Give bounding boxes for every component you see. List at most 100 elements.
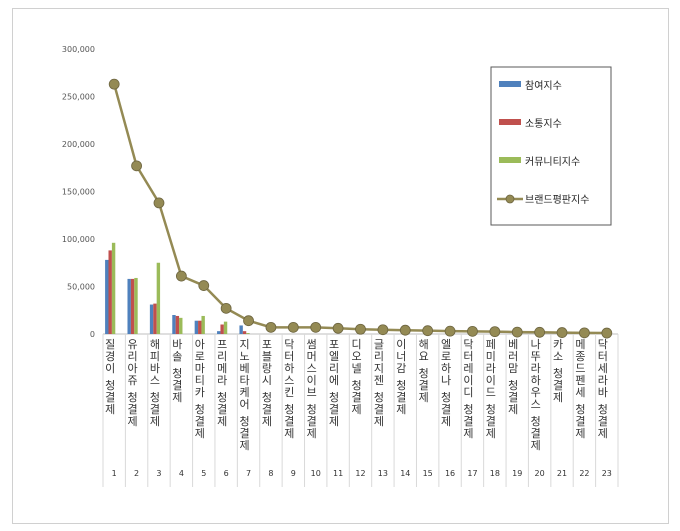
legend-entry-label: 참여지수	[525, 80, 562, 92]
category-index: 2	[134, 469, 139, 478]
brand-index-point	[265, 321, 277, 333]
category-index: 7	[246, 469, 251, 478]
brand-index-point	[153, 197, 165, 209]
bar-2-4	[175, 315, 180, 334]
brand-index-line-group	[108, 78, 613, 339]
brand-index-point	[287, 321, 299, 333]
bar-3-1	[111, 242, 116, 334]
bar-1-3	[149, 304, 154, 334]
category-index: 5	[201, 469, 206, 478]
legend-entry-label: 소통지수	[525, 118, 562, 130]
y-tick-label: 300,000	[62, 45, 95, 54]
legend-swatch	[499, 119, 521, 125]
category-index: 8	[268, 469, 273, 478]
bar-3-6	[223, 321, 228, 334]
category-index: 10	[311, 469, 321, 478]
legend-swatch	[499, 157, 521, 163]
bar-2-2	[130, 278, 135, 334]
category-index: 11	[333, 469, 343, 478]
category-index: 20	[535, 469, 545, 478]
bar-2-5	[198, 320, 202, 334]
bar-2-7	[242, 331, 247, 334]
category-index: 21	[557, 469, 567, 478]
bar-3-7	[246, 333, 250, 334]
bar-1-4	[172, 315, 176, 334]
category-index: 4	[179, 469, 184, 478]
brand-index-point	[579, 327, 590, 339]
category-index: 3	[156, 469, 161, 478]
category-index: 17	[467, 469, 477, 478]
y-tick-label: 0	[90, 330, 95, 339]
bar-2-6	[220, 324, 224, 334]
brand-index-point	[175, 270, 187, 282]
brand-index-point	[511, 326, 523, 338]
brand-index-point	[108, 78, 120, 90]
brand-index-point	[131, 160, 142, 172]
brand-index-point	[534, 326, 546, 338]
y-tick-label: 200,000	[62, 140, 95, 149]
category-index: 15	[423, 469, 433, 478]
brand-index-point	[198, 280, 210, 291]
bar-2-1	[108, 250, 112, 334]
brand-index-point	[243, 315, 254, 327]
y-tick-label: 150,000	[62, 188, 95, 197]
bar-3-4	[179, 317, 183, 334]
bar-1-1	[105, 259, 109, 334]
chart-frame: 0 50,000 100,000 150,000 200,000 250,000 300,0…	[12, 8, 669, 524]
brand-index-point	[399, 324, 411, 336]
category-index: 9	[291, 469, 296, 478]
bar-3-5	[201, 315, 205, 334]
brand-index-point	[377, 324, 389, 336]
category-index: 18	[490, 469, 500, 478]
bar-1-6	[217, 331, 221, 334]
category-index: 14	[400, 469, 410, 478]
bar-1-5	[194, 320, 199, 334]
category-index: 22	[579, 469, 589, 478]
y-tick-label: 250,000	[62, 93, 95, 102]
category-index: 1	[112, 469, 117, 478]
brand-index-point	[355, 323, 366, 335]
legend-marker	[505, 194, 515, 204]
brand-index-point	[444, 325, 456, 337]
chart-canvas: 0 50,000 100,000 150,000 200,000 250,000 300,0…	[62, 45, 619, 487]
category-index: 19	[512, 469, 522, 478]
brand-index-point	[556, 327, 568, 338]
bar-1-2	[127, 278, 131, 334]
legend-swatch	[499, 81, 521, 87]
brand-index-point	[467, 325, 478, 337]
brand-index-point	[489, 326, 501, 338]
y-tick-label: 50,000	[67, 283, 95, 292]
y-tick-label: 100,000	[62, 235, 95, 244]
bar-2-3	[153, 303, 157, 334]
category-index: 23	[602, 469, 612, 478]
bar-series-group	[105, 242, 250, 334]
bar-3-3	[156, 262, 161, 334]
brand-index-point	[220, 302, 232, 314]
category-index: 6	[224, 469, 229, 478]
category-index: 13	[378, 469, 388, 478]
brand-index-point	[601, 327, 613, 339]
brand-index-point	[332, 322, 344, 334]
